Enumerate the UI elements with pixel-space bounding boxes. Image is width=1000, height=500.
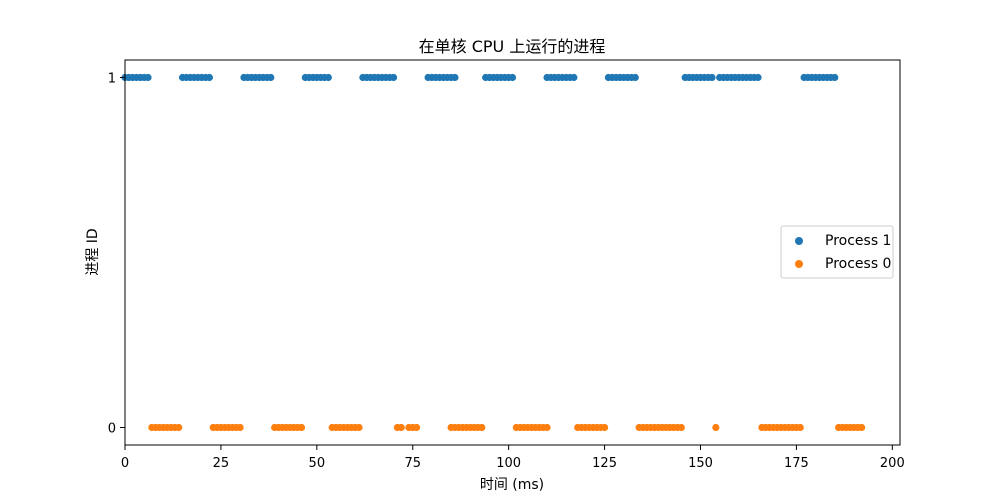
- x-axis-label: 时间 (ms): [480, 477, 544, 493]
- point-series-1-54: [543, 423, 551, 432]
- point-series-0-62: [570, 73, 578, 82]
- point-series-0-22: [267, 73, 275, 82]
- point-series-1-7: [175, 423, 183, 432]
- point-series-1-74: [677, 423, 685, 432]
- plot-area: [121, 73, 866, 432]
- x-tick-label-1: 25: [213, 456, 230, 471]
- point-series-0-38: [389, 73, 398, 82]
- point-series-1-33: [397, 423, 405, 432]
- point-series-0-6: [144, 73, 152, 82]
- point-series-1-45: [478, 423, 486, 432]
- point-series-0-98: [831, 73, 839, 82]
- x-tick-label-0: 0: [121, 456, 129, 471]
- point-series-1-15: [236, 423, 244, 432]
- x-tick-label-5: 125: [592, 456, 617, 471]
- x-tick-label-7: 175: [784, 456, 809, 471]
- point-series-0-14: [205, 73, 214, 82]
- point-series-0-89: [754, 73, 762, 82]
- legend-box: [780, 225, 894, 279]
- point-series-1-31: [355, 423, 363, 432]
- y-axis: 01: [108, 72, 125, 437]
- legend-marker-process-0: [795, 260, 803, 268]
- legend-marker-process-1: [795, 237, 803, 245]
- point-series-0-70: [631, 73, 639, 82]
- point-series-1-23: [297, 423, 306, 432]
- plot-frame: [124, 59, 901, 446]
- legend: Process 1 Process 0: [780, 225, 894, 279]
- point-series-1-36: [412, 423, 421, 432]
- x-tick-label-4: 100: [496, 456, 521, 471]
- legend-label-process-0: Process 0: [825, 256, 891, 272]
- point-series-1-86: [796, 423, 804, 432]
- x-tick-label-6: 150: [688, 456, 713, 471]
- x-tick-label-2: 50: [309, 456, 326, 471]
- point-series-1-75: [712, 423, 720, 432]
- point-series-1-93: [858, 423, 866, 432]
- x-tick-label-3: 75: [404, 456, 421, 471]
- y-axis-label: 进程 ID: [85, 228, 101, 275]
- legend-label-process-1: Process 1: [825, 233, 891, 249]
- point-series-0-78: [708, 73, 716, 82]
- point-series-1-62: [600, 423, 609, 432]
- x-axis: 0 25 50 75 100 125 150 175 200: [121, 445, 905, 471]
- y-tick-label-0: 0: [108, 422, 116, 437]
- y-tick-label-1: 1: [108, 72, 116, 87]
- point-series-0-29: [324, 73, 332, 82]
- point-series-0-54: [508, 73, 517, 82]
- point-series-0-46: [451, 73, 459, 82]
- x-tick-label-8: 200: [880, 456, 905, 471]
- chart-title: 在单核 CPU 上运行的进程: [419, 37, 606, 56]
